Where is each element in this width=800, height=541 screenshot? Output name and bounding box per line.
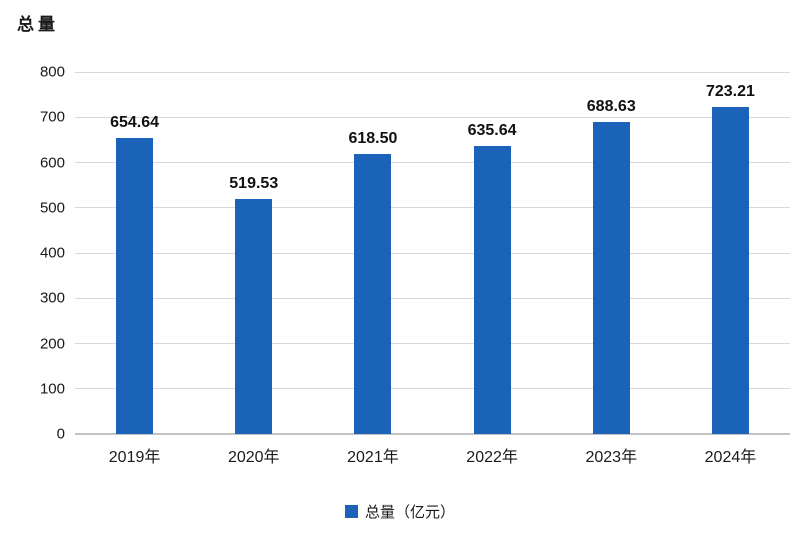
legend-square-icon: [344, 504, 358, 518]
y-tick-label: 600: [39, 154, 65, 171]
y-tick-label: 0: [56, 425, 65, 443]
data-label: 635.64: [467, 122, 517, 140]
data-label: 688.63: [586, 98, 636, 116]
gridline: [75, 162, 790, 163]
x-axis-line: [75, 433, 790, 435]
x-tick-label: 2021年: [347, 449, 399, 466]
gridline: [75, 343, 790, 344]
data-label: 519.53: [229, 174, 279, 192]
gridline: [75, 252, 790, 254]
x-tick-label: 2020年: [227, 449, 280, 466]
x-axis: 2019年 2020年 2021年 2022年 2023年 2024年: [75, 443, 790, 467]
chart-title: 总量: [17, 15, 59, 34]
data-label: 618.50: [348, 130, 398, 148]
gridline: [75, 71, 790, 73]
gridline: [75, 116, 790, 118]
data-label: 654.64: [110, 113, 160, 131]
y-tick-label: 400: [39, 244, 65, 262]
gridline: [75, 297, 790, 299]
bar: [711, 106, 749, 434]
data-label: 723.21: [705, 82, 755, 100]
x-tick-label: 2024年: [704, 449, 757, 466]
x-tick-label: 2022年: [466, 449, 518, 466]
bar: [116, 137, 154, 434]
legend: 总量（亿元）: [0, 500, 800, 522]
x-tick-label: 2023年: [585, 449, 638, 466]
y-tick-label: 500: [39, 199, 65, 217]
bar: [235, 198, 273, 434]
y-tick-label: 200: [39, 335, 65, 352]
y-tick-label: 100: [39, 380, 65, 398]
bar: [473, 146, 511, 434]
bar: [354, 154, 392, 434]
gridline: [75, 207, 790, 209]
y-tick-label: 300: [39, 289, 65, 307]
bar: [592, 122, 630, 434]
y-tick-label: 800: [39, 63, 65, 81]
x-tick-label: 2019年: [108, 449, 161, 466]
legend-label: 总量（亿元）: [364, 503, 455, 521]
y-tick-label: 700: [39, 108, 65, 126]
y-axis: 0 100 200 300 400 500 600 700 800: [0, 64, 65, 443]
plot-area: 654.64 519.53 618.50 635.64 688.63 723.21: [75, 71, 790, 435]
gridline: [75, 388, 790, 390]
